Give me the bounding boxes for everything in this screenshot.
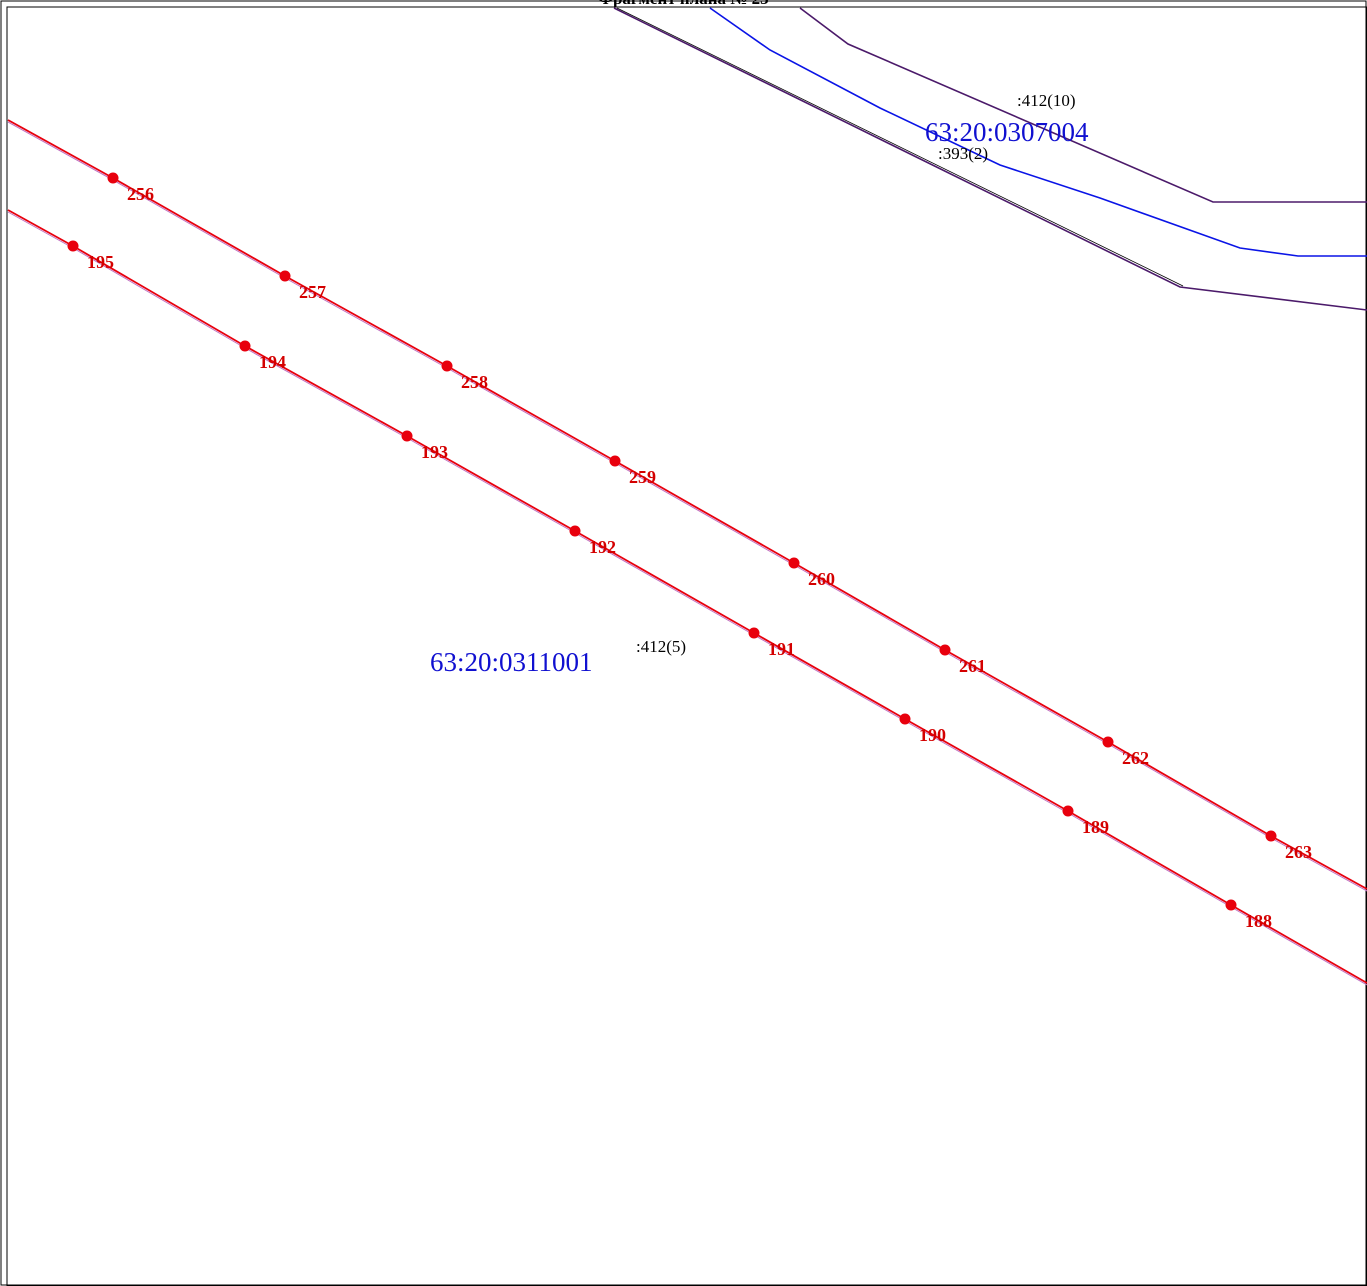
point-194-marker	[239, 340, 251, 352]
point-256-marker	[107, 172, 119, 184]
inner-border	[6, 6, 1367, 1286]
point-188-label: 188	[1245, 911, 1272, 931]
point-257-label: 257	[299, 282, 326, 302]
point-195-marker	[67, 240, 79, 252]
quarter-boundary-purple-outer	[613, 7, 1367, 311]
upper-red-line	[7, 119, 1367, 890]
point-261-marker	[939, 644, 951, 656]
upper-shadow-line	[7, 121, 1367, 892]
point-190-label: 190	[919, 725, 946, 745]
point-188-marker	[1225, 899, 1237, 911]
point-192-marker	[569, 525, 581, 537]
point-261-label: 261	[959, 656, 986, 676]
point-191-marker	[748, 627, 760, 639]
point-259-marker	[609, 455, 621, 467]
lower-red-line	[7, 209, 1367, 984]
point-192-label: 192	[589, 537, 616, 557]
point-194-label: 194	[259, 352, 286, 372]
page-title: Фрагмент плана № 23	[0, 0, 1367, 8]
quarter-boundary-purple-inner	[799, 7, 1367, 203]
point-263-marker	[1265, 830, 1277, 842]
quarter-boundary-purple-shadow	[616, 7, 1184, 287]
point-263-label: 263	[1285, 842, 1312, 862]
lower-boundary-line: 195 194 193 192 191 190 189 188	[7, 209, 1367, 986]
lower-shadow-line	[7, 211, 1367, 986]
parcel-label-412-5: :412(5)	[636, 637, 686, 656]
point-257-marker	[279, 270, 291, 282]
parcel-label-393-2: :393(2)	[938, 144, 988, 163]
point-191-label: 191	[768, 639, 795, 659]
quarter-boundary-blue	[709, 7, 1367, 257]
quarter-label-63-20-0311001: 63:20:0311001	[430, 647, 593, 677]
point-259-label: 259	[629, 467, 656, 487]
point-258-marker	[441, 360, 453, 372]
point-256-label: 256	[127, 184, 154, 204]
point-193-marker	[401, 430, 413, 442]
point-258-label: 258	[461, 372, 488, 392]
point-193-label: 193	[421, 442, 448, 462]
upper-boundary-line: 256 257 258 259 260 261 262 263	[7, 119, 1367, 892]
point-260-marker	[788, 557, 800, 569]
point-262-label: 262	[1122, 748, 1149, 768]
point-195-label: 195	[87, 252, 114, 272]
point-190-marker	[899, 713, 911, 725]
point-189-marker	[1062, 805, 1074, 817]
quarter-label-63-20-0307004: 63:20:0307004	[925, 117, 1089, 147]
point-262-marker	[1102, 736, 1114, 748]
parcel-label-412-10: :412(10)	[1017, 91, 1076, 110]
point-189-label: 189	[1082, 817, 1109, 837]
point-260-label: 260	[808, 569, 835, 589]
